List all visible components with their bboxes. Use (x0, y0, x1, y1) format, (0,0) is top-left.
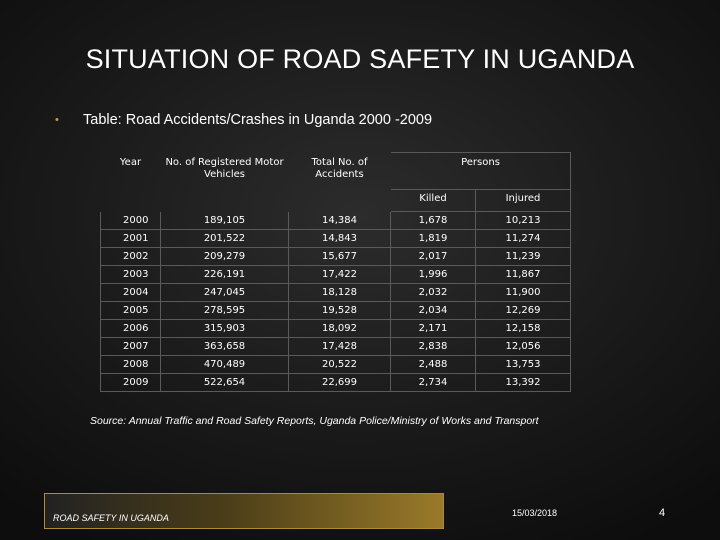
cell-vehicles: 470,489 (160, 355, 289, 374)
accidents-table: Year No. of Registered Motor Vehicles To… (100, 152, 572, 392)
table-row: 2002 209,279 15,677 2,017 11,239 (100, 247, 572, 266)
cell-accidents: 14,384 (288, 211, 391, 230)
cell-injured: 12,056 (474, 337, 572, 356)
cell-accidents: 17,422 (288, 265, 391, 284)
cell-injured: 13,392 (474, 373, 572, 392)
cell-accidents: 20,522 (288, 355, 391, 374)
header-injured: Injured (474, 189, 572, 212)
cell-year: 2006 (100, 319, 161, 338)
cell-killed: 2,838 (390, 337, 476, 356)
table-row: 2004 247,045 18,128 2,032 11,900 (100, 283, 572, 302)
cell-year: 2000 (100, 211, 161, 230)
table-header-row: Year No. of Registered Motor Vehicles To… (101, 152, 572, 190)
table-row: 2009 522,654 22,699 2,734 13,392 (100, 373, 572, 392)
cell-injured: 11,274 (474, 229, 572, 248)
cell-year: 2002 (100, 247, 161, 266)
table-row: 2001 201,522 14,843 1,819 11,274 (100, 229, 572, 248)
cell-accidents: 18,092 (288, 319, 391, 338)
cell-killed: 2,017 (390, 247, 476, 266)
cell-injured: 11,867 (474, 265, 572, 284)
slide-title: SITUATION OF ROAD SAFETY IN UGANDA (85, 44, 635, 74)
cell-injured: 12,158 (474, 319, 572, 338)
bullet-icon: • (55, 114, 59, 126)
cell-killed: 2,488 (390, 355, 476, 374)
cell-accidents: 22,699 (288, 373, 391, 392)
cell-vehicles: 209,279 (160, 247, 289, 266)
cell-injured: 10,213 (474, 211, 572, 230)
cell-accidents: 18,128 (288, 283, 391, 302)
cell-year: 2004 (100, 283, 161, 302)
table-body: 2000 189,105 14,384 1,678 10,213 2001 201,522 1… (100, 211, 572, 392)
table-row: 2003 226,191 17,422 1,996 11,867 (100, 265, 572, 284)
table-subheader-row: Killed Injured (101, 189, 572, 212)
cell-killed: 2,734 (390, 373, 476, 392)
cell-vehicles: 315,903 (160, 319, 289, 338)
cell-year: 2003 (100, 265, 161, 284)
cell-killed: 2,034 (390, 301, 476, 320)
header-persons: Persons (389, 152, 572, 190)
cell-killed: 1,819 (390, 229, 476, 248)
cell-accidents: 19,528 (288, 301, 391, 320)
cell-vehicles: 201,522 (160, 229, 289, 248)
page-number: 4 (659, 507, 666, 519)
cell-vehicles: 278,595 (160, 301, 289, 320)
cell-year: 2001 (100, 229, 161, 248)
cell-accidents: 14,843 (288, 229, 391, 248)
table-row: 2008 470,489 20,522 2,488 13,753 (100, 355, 572, 374)
table-row: 2000 189,105 14,384 1,678 10,213 (100, 211, 572, 230)
cell-killed: 1,996 (390, 265, 476, 284)
table-row: 2005 278,595 19,528 2,034 12,269 (100, 301, 572, 320)
cell-accidents: 17,428 (288, 337, 391, 356)
cell-year: 2009 (100, 373, 161, 392)
table-row: 2007 363,658 17,428 2,838 12,056 (100, 337, 572, 356)
cell-vehicles: 363,658 (160, 337, 289, 356)
source-note: Source: Annual Traffic and Road Safety R… (90, 415, 539, 427)
cell-injured: 11,239 (474, 247, 572, 266)
table-caption: • Table: Road Accidents/Crashes in Ugand… (55, 112, 432, 128)
cell-killed: 2,032 (390, 283, 476, 302)
header-year: Year (119, 157, 142, 168)
cell-year: 2007 (100, 337, 161, 356)
footer-date: 15/03/2018 (512, 508, 558, 518)
cell-injured: 13,753 (474, 355, 572, 374)
cell-vehicles: 189,105 (160, 211, 289, 230)
cell-injured: 11,900 (474, 283, 572, 302)
header-killed: Killed (390, 189, 476, 212)
footer-label: ROAD SAFETY IN UGANDA (53, 513, 169, 523)
cell-vehicles: 522,654 (160, 373, 289, 392)
cell-killed: 1,678 (390, 211, 476, 230)
cell-killed: 2,171 (390, 319, 476, 338)
table-caption-text: Table: Road Accidents/Crashes in Uganda … (83, 112, 433, 128)
header-accidents: Total No. of Accidents (311, 157, 368, 180)
cell-vehicles: 247,045 (160, 283, 289, 302)
footer-bar: ROAD SAFETY IN UGANDA (44, 493, 444, 529)
cell-year: 2008 (100, 355, 161, 374)
cell-year: 2005 (100, 301, 161, 320)
cell-injured: 12,269 (474, 301, 572, 320)
table-row: 2006 315,903 18,092 2,171 12,158 (100, 319, 572, 338)
cell-vehicles: 226,191 (160, 265, 289, 284)
header-vehicles: No. of Registered Motor Vehicles (165, 157, 284, 180)
cell-accidents: 15,677 (288, 247, 391, 266)
